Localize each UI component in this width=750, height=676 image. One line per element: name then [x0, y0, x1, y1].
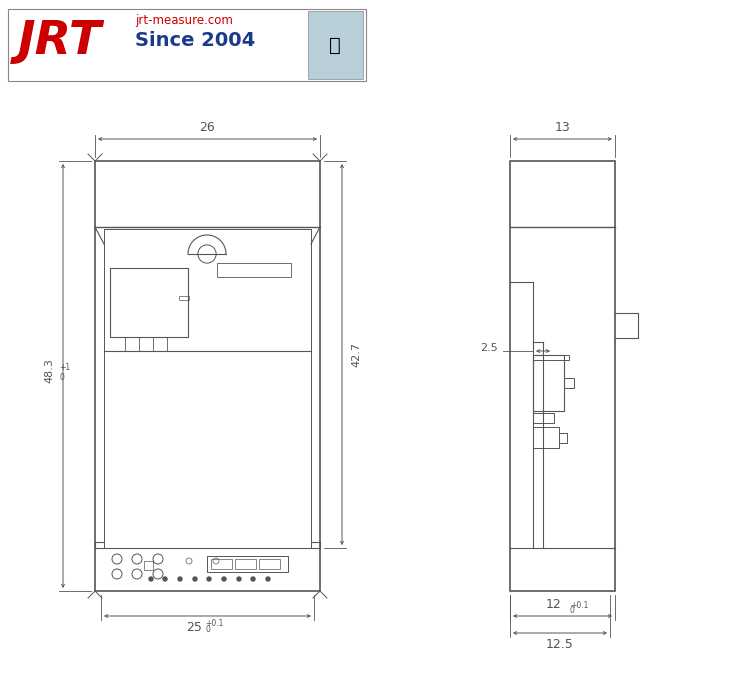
Bar	[217, 263, 291, 277]
Bar	[533, 427, 559, 448]
Text: 12: 12	[546, 598, 562, 611]
Text: 42.7: 42.7	[351, 342, 361, 367]
Circle shape	[149, 577, 153, 581]
Bar	[564, 378, 574, 388]
Text: +0.1: +0.1	[205, 619, 224, 628]
Text: 13: 13	[554, 121, 570, 134]
Bar	[207, 556, 288, 572]
Text: 25: 25	[186, 621, 202, 634]
Text: +1: +1	[59, 364, 70, 372]
Text: JRT: JRT	[18, 19, 102, 64]
Bar	[259, 559, 280, 569]
Circle shape	[178, 577, 182, 581]
Bar	[559, 433, 567, 443]
Text: 12.5: 12.5	[546, 638, 574, 651]
Text: 26: 26	[200, 121, 215, 134]
Bar	[211, 559, 232, 569]
Bar	[104, 351, 311, 548]
Bar	[533, 413, 554, 423]
Bar	[510, 161, 615, 591]
Bar	[533, 355, 564, 411]
Circle shape	[237, 577, 241, 581]
Circle shape	[251, 577, 255, 581]
Text: 0: 0	[59, 374, 64, 383]
Bar	[308, 11, 363, 79]
Bar	[179, 296, 189, 300]
Bar	[104, 229, 311, 351]
Bar	[235, 559, 256, 569]
Text: 0: 0	[205, 625, 210, 634]
Bar	[8, 9, 366, 81]
Text: +0.1: +0.1	[570, 601, 588, 610]
Bar	[144, 561, 153, 570]
Text: 0: 0	[570, 606, 574, 615]
Circle shape	[163, 577, 167, 581]
Text: 48.3: 48.3	[44, 358, 54, 383]
Bar	[533, 355, 569, 360]
Circle shape	[266, 577, 270, 581]
Circle shape	[193, 577, 197, 581]
Text: Since 2004: Since 2004	[135, 31, 255, 50]
Bar	[110, 268, 188, 337]
Circle shape	[207, 577, 211, 581]
Circle shape	[222, 577, 226, 581]
Text: ✋: ✋	[329, 36, 340, 55]
Text: jrt-measure.com: jrt-measure.com	[135, 14, 232, 27]
Text: 2.5: 2.5	[480, 343, 498, 353]
Bar	[95, 161, 320, 591]
